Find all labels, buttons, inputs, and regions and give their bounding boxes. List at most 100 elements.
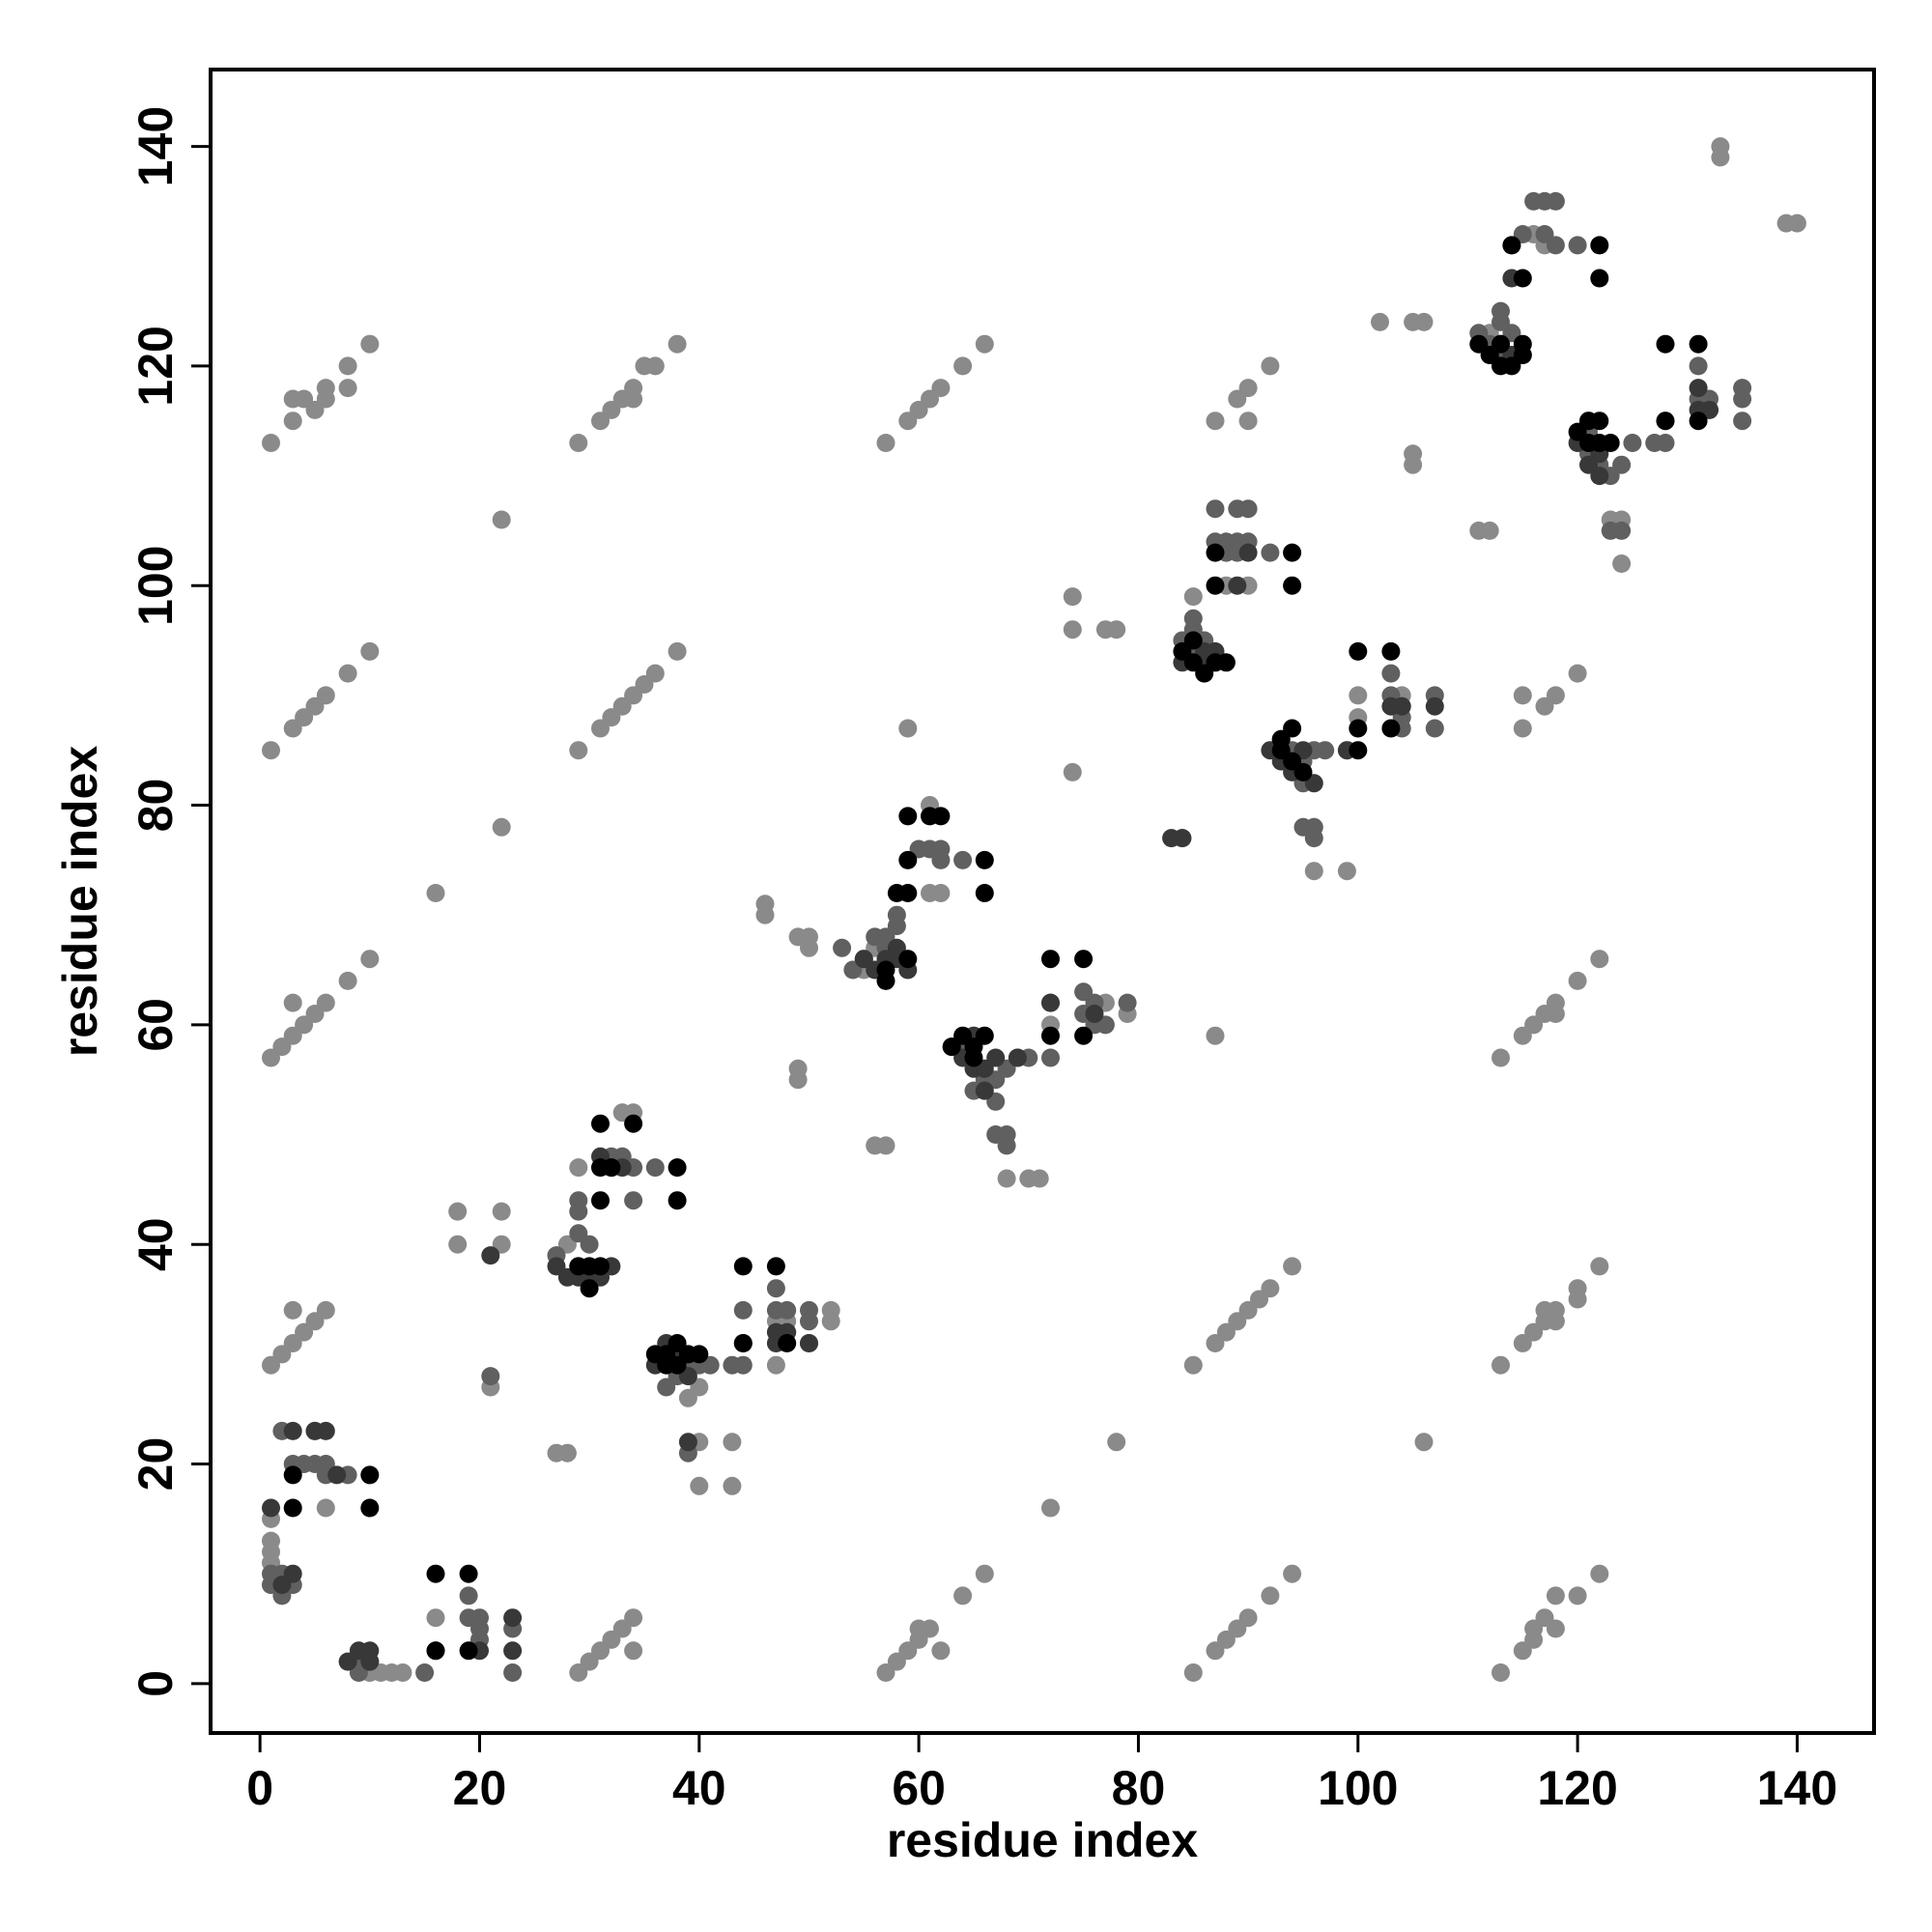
contact-point [492,510,511,529]
x-axis-title: residue index [887,1813,1199,1867]
contact-point [766,1355,785,1375]
contact-point [1238,1608,1258,1628]
contact-point [426,1564,445,1583]
contact-point [1283,1564,1302,1583]
contact-point [1601,434,1620,452]
contact-point [898,950,918,969]
contact-point [1283,1257,1302,1276]
contact-point [338,379,357,398]
y-tick-label: 40 [128,1217,183,1271]
x-tick-label: 60 [892,1761,946,1815]
contact-point [1590,1564,1609,1583]
x-tick-label: 40 [672,1761,726,1815]
contact-point [1733,412,1752,431]
contact-point [821,1300,840,1320]
contact-point [360,1498,380,1518]
contact-point [1041,1026,1060,1045]
contact-point [1261,1586,1280,1605]
data-points [262,137,1806,1682]
contact-point [1546,236,1565,255]
contact-point [1030,1169,1049,1188]
x-tick-label: 140 [1757,1761,1837,1815]
contact-point [1590,950,1609,969]
contact-point [1492,334,1510,354]
contact-point [1074,950,1094,969]
contact-point [569,1158,588,1178]
contact-point [283,1498,302,1518]
contact-point [953,356,973,376]
contact-point [975,1564,994,1583]
contact-point [1293,762,1313,781]
contact-point [668,1158,687,1178]
contact-point [1206,543,1225,562]
contact-point [1568,971,1587,990]
contact-point [953,850,973,869]
contact-point [1492,1663,1510,1682]
y-tick-label: 100 [128,545,183,625]
contact-point [1546,1619,1565,1638]
contact-point [645,1158,665,1178]
contact-point [338,664,357,683]
y-tick-label: 20 [128,1437,183,1492]
contact-point [975,334,994,354]
contact-point [1492,1355,1510,1375]
contact-point [1546,1312,1565,1331]
contact-point [1590,236,1609,255]
contact-point [338,356,357,376]
contact-point [766,1257,785,1276]
contact-point [1568,236,1587,255]
contact-point [733,1334,753,1352]
contact-point [1502,236,1521,255]
contact-point [1546,191,1565,211]
contact-point [415,1663,435,1682]
contact-point [953,1586,973,1605]
contact-point [503,1641,523,1661]
y-tick-label: 0 [128,1670,183,1697]
contact-point [1008,1048,1027,1067]
contact-point [733,1300,753,1320]
contact-point [1480,521,1499,540]
contact-point [316,1498,335,1518]
contact-point [1238,379,1258,398]
contact-point [1337,862,1356,881]
contact-point [1414,1433,1434,1452]
contact-point [569,741,588,760]
contact-point [1414,312,1434,331]
contact-point [338,971,357,990]
contact-point [931,379,951,398]
contact-point [1513,346,1532,364]
contact-point [1513,269,1532,288]
contact-point [1261,1279,1280,1298]
contact-point [1261,356,1280,376]
contact-point [624,1191,643,1210]
contact-point [262,434,280,452]
contact-point [602,1158,621,1178]
contact-point [1107,620,1126,639]
contact-point [1316,741,1335,760]
contact-point [1074,1026,1094,1045]
contact-point [1173,829,1192,848]
contact-point [1206,576,1225,595]
contact-point [975,1081,994,1100]
contact-point [1063,587,1082,607]
y-tick-label: 140 [128,106,183,186]
contact-point [316,1421,335,1440]
contact-point [262,1498,280,1518]
contact-point [997,1169,1016,1188]
contact-point [503,1663,523,1682]
contact-point [1546,686,1565,705]
contact-point [360,1465,380,1485]
contact-point [459,1564,478,1583]
contact-point [1041,1498,1060,1518]
contact-point [426,1608,445,1628]
contact-point [876,434,895,452]
contact-point [1612,554,1632,573]
contact-point [591,1114,610,1133]
contact-point [360,641,380,661]
contact-point [1107,1433,1126,1452]
contact-point [887,884,906,902]
contact-point [1392,696,1411,716]
contact-point [1041,950,1060,969]
contact-point [898,850,918,869]
